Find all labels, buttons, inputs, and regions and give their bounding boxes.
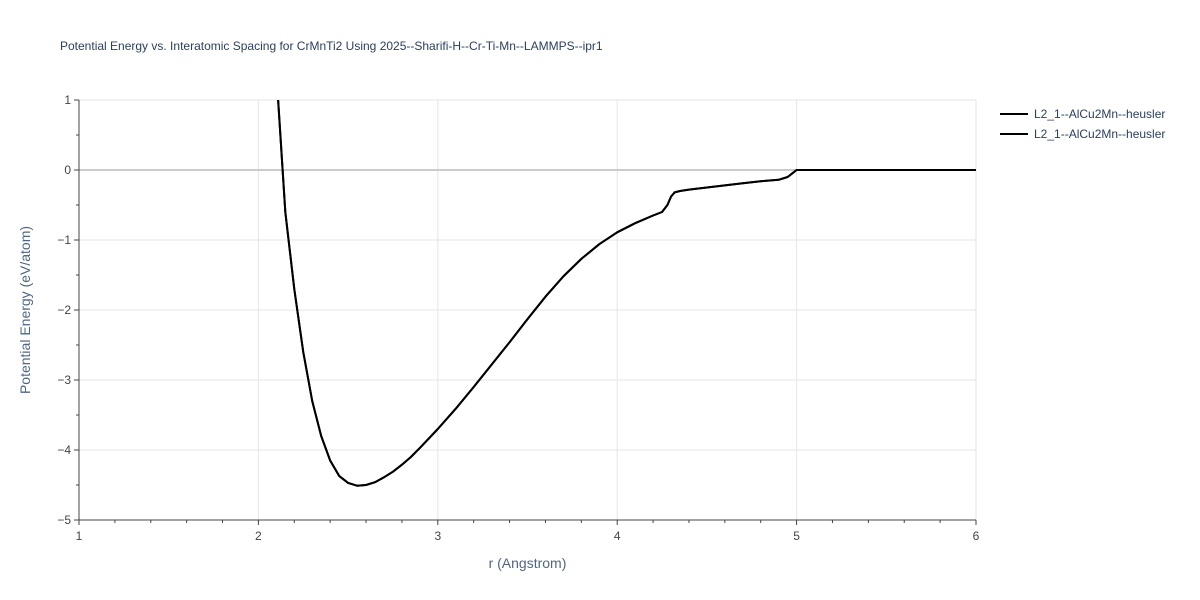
series-layer <box>277 100 976 487</box>
y-tick-label: −2 <box>57 303 71 317</box>
y-tick-label: −3 <box>57 373 71 387</box>
y-tick-label: 0 <box>64 163 71 177</box>
x-tick-label: 6 <box>973 529 980 543</box>
y-tick-label: −1 <box>57 233 71 247</box>
x-tick-label: 5 <box>793 529 800 543</box>
y-axis-title: Potential Energy (eV/atom) <box>17 226 33 394</box>
chart-title: Potential Energy vs. Interatomic Spacing… <box>60 39 603 53</box>
plot-area[interactable] <box>79 100 976 520</box>
x-tick-label: 2 <box>255 529 262 543</box>
legend-item-1[interactable]: L2_1--AlCu2Mn--heusler <box>1000 107 1165 121</box>
legend-item-2[interactable]: L2_1--AlCu2Mn--heusler <box>1000 127 1165 141</box>
y-tick-label: −5 <box>57 513 71 527</box>
series-line-2[interactable] <box>277 100 976 487</box>
x-tick-label: 3 <box>434 529 441 543</box>
y-tick-label: 1 <box>64 93 71 107</box>
x-tick-label: 4 <box>614 529 621 543</box>
legend[interactable]: L2_1--AlCu2Mn--heusler L2_1--AlCu2Mn--heu… <box>1000 107 1165 141</box>
x-tick-label: 1 <box>76 529 83 543</box>
y-tick-label: −4 <box>57 443 71 457</box>
legend-label: L2_1--AlCu2Mn--heusler <box>1034 107 1165 121</box>
legend-label: L2_1--AlCu2Mn--heusler <box>1034 127 1165 141</box>
grid <box>79 99 977 520</box>
axes: 1 2 3 4 5 6 1 0 −1 −2 −3 −4 −5 <box>57 93 979 543</box>
x-axis-title: r (Angstrom) <box>489 555 567 571</box>
